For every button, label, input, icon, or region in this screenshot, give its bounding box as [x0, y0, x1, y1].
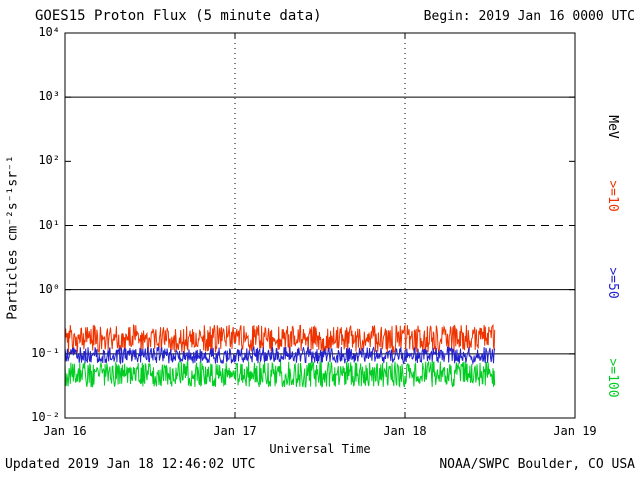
y-tick-label: 10² [38, 153, 60, 168]
x-tick-label: Jan 18 [383, 424, 427, 438]
credit-label: NOAA/SWPC Boulder, CO USA [439, 457, 635, 472]
x-tick-label: Jan 19 [553, 424, 597, 438]
x-tick-label: Jan 16 [43, 424, 87, 438]
y-tick-label: 10⁻² [31, 410, 60, 424]
begin-timestamp: Begin: 2019 Jan 16 0000 UTC [423, 9, 635, 24]
x-tick-label: Jan 17 [213, 424, 257, 438]
series-label: >=10 [605, 180, 620, 212]
mev-unit-label: MeV [605, 115, 620, 139]
y-tick-label: 10¹ [38, 217, 60, 232]
y-tick-label: 10⁴ [38, 25, 60, 39]
y-tick-label: 10⁰ [38, 281, 60, 296]
flux-trace [64, 360, 496, 388]
y-tick-label: 10³ [38, 89, 60, 104]
series-label: >=50 [605, 267, 620, 299]
flux-trace [64, 323, 496, 354]
y-tick-label: 10⁻¹ [31, 345, 60, 360]
series-label: >=100 [605, 358, 620, 398]
chart-title: GOES15 Proton Flux (5 minute data) [35, 8, 322, 24]
flux-trace [64, 345, 496, 366]
y-axis-title: Particles cm⁻²s⁻¹sr⁻¹ [5, 155, 21, 320]
updated-timestamp: Updated 2019 Jan 18 12:46:02 UTC [5, 457, 256, 472]
x-axis-title: Universal Time [269, 442, 371, 456]
